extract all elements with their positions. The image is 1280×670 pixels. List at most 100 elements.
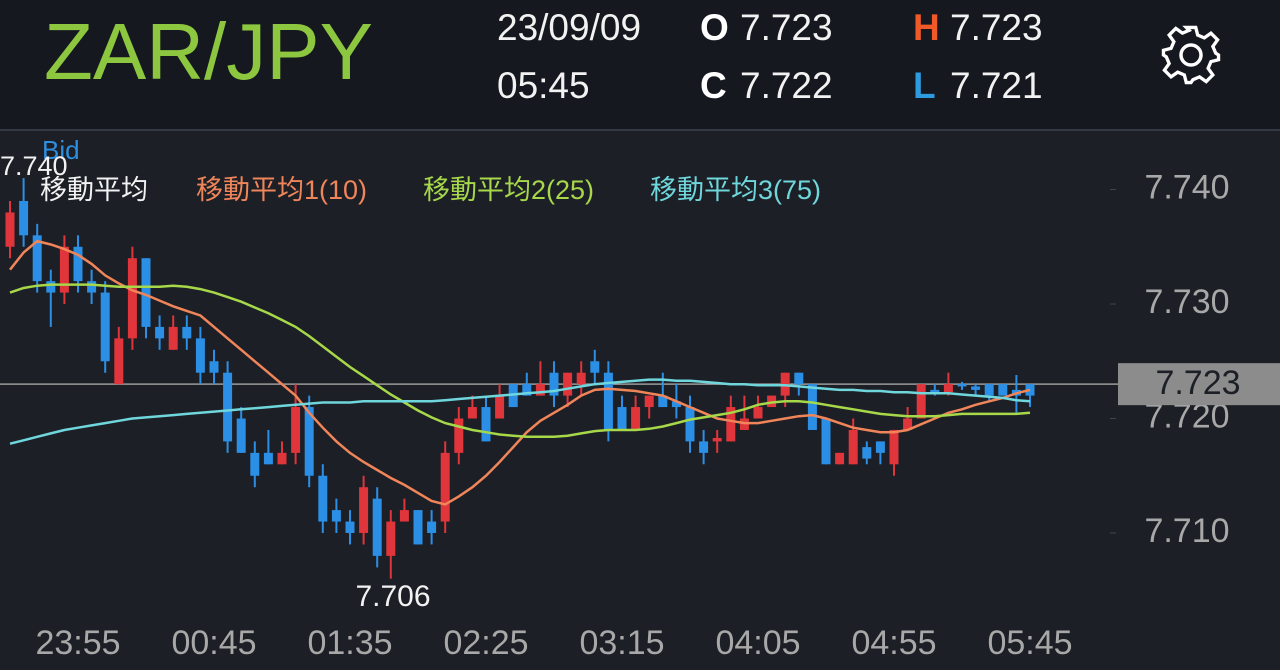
candle-body [1025,384,1035,396]
close-label: C [700,65,727,106]
candle-body [563,372,573,396]
candle-body [835,452,845,465]
candle-body [250,452,260,476]
candle-body [263,452,273,465]
low-label: L [913,65,936,106]
current-price-box [1118,363,1280,406]
candle-body [495,395,505,419]
high-value: 7.723 [950,7,1043,48]
low-marker-label: 7.706 [355,580,430,613]
candle-body [821,418,831,465]
candle-body [291,407,301,453]
candle-body [331,510,341,522]
candle-body [195,338,205,373]
candle-body [277,452,287,465]
low-value: 7.721 [950,65,1043,106]
candle-body [427,521,437,533]
candle-body [73,246,83,282]
y-tick-label: 7.730 [1144,283,1229,321]
header-bar [0,0,1280,130]
candle-body [467,407,477,419]
candle-body [875,441,885,453]
candle-body [168,326,178,350]
y-tick-label: 7.710 [1144,512,1229,550]
candle-body [155,326,165,339]
candle-body [753,407,763,419]
legend-entry: 移動平均3(75) [650,175,821,205]
candle-body [522,384,532,396]
candle-body [440,452,450,522]
x-tick-label: 01:35 [307,624,392,662]
candle-body [631,407,641,430]
candle-body [957,384,967,387]
candle-body [916,384,926,419]
high-label: H [913,7,940,48]
candle-body [481,407,491,442]
gear-outline [1161,25,1221,85]
legend-ma-title: 移動平均 [40,175,148,205]
legend-entry: 移動平均2(25) [423,175,594,205]
legend-bid: Bid [42,135,80,165]
candle-body [658,395,668,408]
candle-body [998,384,1008,396]
candle-body [399,510,409,522]
candle-body [590,361,600,373]
candle-body [549,372,559,396]
x-tick-label: 04:05 [715,624,800,662]
candle-body [359,487,369,533]
ma-line [9,283,1031,439]
time: 05:45 [497,65,590,106]
x-tick-label: 02:25 [443,624,528,662]
candle-body [59,246,69,293]
candle-body [127,258,137,339]
candle-body [454,418,464,453]
candle-body [372,498,382,556]
candle-body [576,372,586,385]
candle-body [603,372,613,430]
settings-button[interactable] [1161,25,1221,85]
candle-body [644,395,654,408]
ma-line [9,378,1031,445]
candle-body [848,429,858,465]
close-value: 7.722 [740,65,833,106]
candle-body [182,326,192,339]
candle-body [386,521,396,556]
x-tick-label: 00:45 [171,624,256,662]
legend-entry: 移動平均1(10) [196,175,367,205]
candle-body [141,258,151,327]
candle-body [794,372,804,385]
candle-body [32,235,42,282]
open-label: O [700,7,729,48]
candle-body [984,384,994,396]
candle-body [19,200,29,236]
candle-body [413,510,423,545]
x-tick-label: 23:55 [35,624,120,662]
candle-body [903,418,913,430]
current-price-label: 7.723 [1155,364,1240,402]
open-value: 7.723 [740,7,833,48]
candle-body [114,338,124,385]
x-tick-label: 04:55 [851,624,936,662]
candle-body [535,384,545,396]
candle-body [685,407,695,442]
candle-body [862,447,872,459]
candle-body [712,437,722,442]
candle-body [807,384,817,430]
candle-body [671,401,681,408]
x-tick-label: 03:15 [579,624,664,662]
candle-body [223,372,233,442]
candle-body [236,418,246,453]
gear-hub [1179,43,1203,67]
date: 23/09/09 [497,7,641,48]
candle-body [726,407,736,442]
candle-body [46,281,56,293]
candle-body [100,292,110,362]
candle-body [5,212,15,247]
candle-body [345,521,355,533]
candle-body [971,386,981,390]
y-tick-label: 7.740 [1144,169,1229,207]
x-tick-label: 05:45 [987,624,1072,662]
candle-body [304,407,314,476]
high-marker-label: 7.740 [0,151,68,181]
